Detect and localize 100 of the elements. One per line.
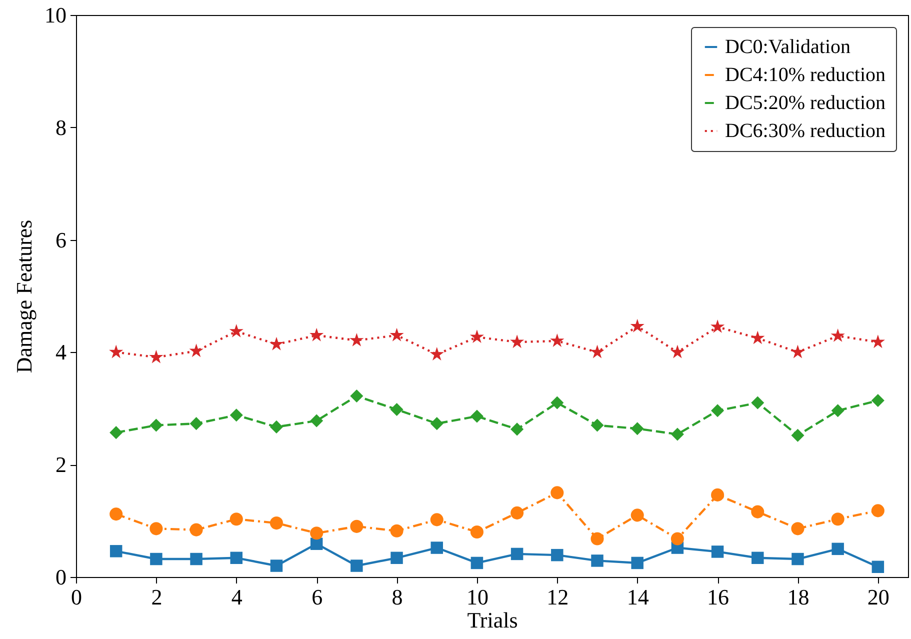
y-tick-label: 2 — [56, 452, 66, 478]
point — [710, 319, 725, 333]
point — [510, 334, 524, 348]
point — [470, 556, 484, 570]
point — [832, 542, 844, 556]
point — [110, 508, 123, 521]
point — [430, 542, 443, 554]
point — [310, 328, 324, 342]
y-axis-title: Damage Features — [12, 220, 36, 374]
point — [590, 532, 604, 546]
point — [670, 532, 684, 546]
point — [510, 506, 524, 520]
point — [791, 428, 804, 442]
legend-label: DC5:20% reduction — [725, 92, 886, 114]
point — [631, 556, 644, 570]
y-tick-label: 4 — [56, 340, 66, 365]
point — [630, 422, 644, 436]
point — [430, 417, 444, 430]
point — [790, 344, 805, 358]
point — [550, 486, 564, 500]
y-tick-label: 8 — [56, 114, 66, 140]
point — [190, 552, 202, 566]
point — [630, 318, 644, 332]
legend-label: DC4:10% reduction — [725, 64, 886, 86]
point — [230, 552, 243, 564]
point — [390, 403, 404, 416]
legend-label: DC6:30% reduction — [725, 120, 886, 142]
point — [470, 410, 484, 423]
y-tick-label: 10 — [44, 2, 66, 28]
point — [270, 560, 283, 572]
point — [390, 552, 403, 564]
point — [711, 546, 724, 558]
y-tick-label: 6 — [56, 227, 66, 252]
point — [751, 505, 764, 518]
point — [150, 418, 163, 432]
point — [792, 552, 804, 566]
point — [831, 404, 844, 418]
point — [230, 408, 243, 422]
point — [230, 512, 243, 526]
point — [430, 347, 444, 360]
x-tick-label: 0 — [71, 584, 82, 610]
point — [150, 522, 163, 536]
y-tick-label: 0 — [56, 564, 66, 590]
point — [310, 538, 323, 550]
legend-label: DC0:Validation — [725, 36, 851, 58]
x-tick-label: 20 — [867, 584, 890, 610]
point — [390, 328, 404, 342]
point — [871, 394, 884, 408]
point — [430, 513, 444, 526]
point — [189, 344, 204, 358]
point — [670, 344, 684, 358]
point — [791, 522, 804, 536]
point — [350, 560, 363, 572]
x-tick-label: 6 — [312, 584, 323, 610]
point — [470, 526, 484, 539]
point — [871, 504, 884, 518]
point — [872, 560, 884, 574]
point — [870, 334, 885, 348]
point — [310, 414, 324, 428]
point — [270, 420, 283, 434]
x-tick-label: 18 — [787, 584, 810, 610]
point — [270, 516, 283, 530]
x-tick-label: 12 — [546, 584, 569, 610]
point — [470, 330, 484, 344]
x-tick-label: 16 — [707, 584, 730, 610]
point — [830, 328, 845, 342]
point — [350, 520, 364, 533]
point — [110, 426, 123, 440]
point — [590, 418, 604, 432]
point — [752, 552, 764, 564]
point — [510, 548, 524, 560]
point — [670, 428, 684, 441]
point — [510, 422, 524, 436]
x-tick-label: 4 — [231, 584, 242, 610]
point — [150, 552, 162, 566]
point — [269, 336, 284, 350]
point — [190, 417, 203, 430]
point — [550, 396, 564, 410]
point — [751, 396, 764, 410]
x-tick-label: 10 — [466, 584, 488, 610]
x-tick-label: 8 — [392, 584, 403, 610]
point — [591, 554, 604, 567]
point — [110, 545, 122, 558]
x-axis-title: Trials — [467, 608, 518, 632]
point — [390, 524, 404, 538]
point — [310, 526, 324, 540]
point — [109, 344, 124, 358]
x-tick-label: 2 — [151, 584, 162, 610]
point — [711, 488, 724, 502]
point — [590, 344, 604, 358]
point — [550, 334, 564, 347]
point — [630, 508, 644, 522]
point — [750, 330, 765, 344]
x-tick-label: 14 — [626, 584, 649, 610]
point — [711, 404, 724, 418]
point — [149, 350, 164, 364]
point — [229, 324, 244, 338]
point — [350, 332, 364, 346]
point — [350, 390, 364, 403]
point — [190, 523, 203, 536]
